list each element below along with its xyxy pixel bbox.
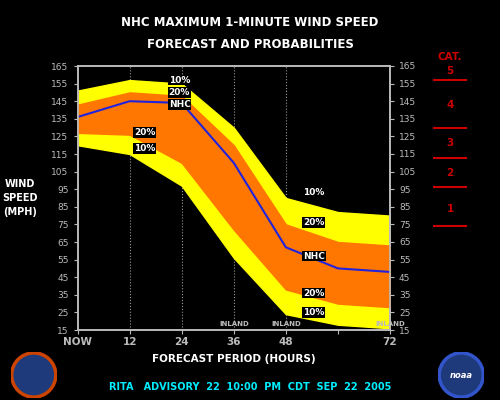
Text: 1: 1 <box>446 204 454 214</box>
Text: CAT.: CAT. <box>438 52 462 62</box>
Text: RITA   ADVISORY  22  10:00  PM  CDT  SEP  22  2005: RITA ADVISORY 22 10:00 PM CDT SEP 22 200… <box>109 382 391 392</box>
Text: 10%: 10% <box>134 144 156 153</box>
Text: 10%: 10% <box>168 76 190 84</box>
Text: 20%: 20% <box>134 128 156 137</box>
Text: NHC MAXIMUM 1-MINUTE WIND SPEED: NHC MAXIMUM 1-MINUTE WIND SPEED <box>122 16 378 29</box>
Text: INLAND: INLAND <box>271 321 300 327</box>
Text: NHC: NHC <box>168 100 190 109</box>
Text: FORECAST AND PROBABILITIES: FORECAST AND PROBABILITIES <box>146 38 354 51</box>
Circle shape <box>12 353 56 397</box>
Text: 4: 4 <box>446 100 454 110</box>
Text: 20%: 20% <box>303 218 324 227</box>
Text: noaa: noaa <box>450 370 473 380</box>
Text: 5: 5 <box>446 66 454 76</box>
Text: NHC: NHC <box>303 252 325 260</box>
Text: 3: 3 <box>446 138 454 148</box>
Text: INLAND: INLAND <box>219 321 248 327</box>
Text: 20%: 20% <box>168 88 190 97</box>
Text: 2: 2 <box>446 168 454 178</box>
Text: 10%: 10% <box>303 308 324 317</box>
Text: INLAND: INLAND <box>375 321 405 327</box>
Circle shape <box>439 353 484 397</box>
Text: FORECAST PERIOD (HOURS): FORECAST PERIOD (HOURS) <box>152 354 316 364</box>
Text: 20%: 20% <box>303 288 324 298</box>
Text: WIND
SPEED
(MPH): WIND SPEED (MPH) <box>2 179 38 217</box>
Text: 10%: 10% <box>303 188 324 197</box>
